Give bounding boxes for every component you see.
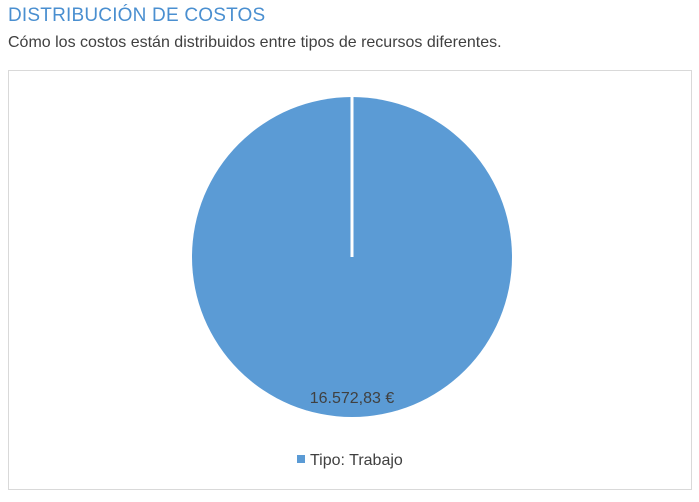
legend-label: Tipo: Trabajo <box>310 452 403 469</box>
report-title: DISTRIBUCIÓN DE COSTOS <box>8 5 266 26</box>
report-subtitle: Cómo los costos están distribuidos entre… <box>8 34 502 51</box>
legend-marker <box>297 455 305 463</box>
chart-frame: 16.572,83 € Tipo: Trabajo <box>8 70 692 490</box>
data-label: 16.572,83 € <box>310 390 395 407</box>
pie-chart: 16.572,83 € Tipo: Trabajo <box>192 97 512 469</box>
